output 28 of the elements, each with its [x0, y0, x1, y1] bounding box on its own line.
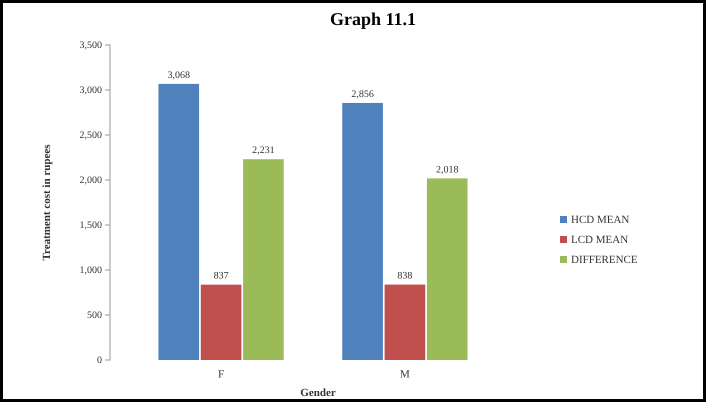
y-tick-label: 2,500: [80, 130, 102, 142]
x-tick-label: M: [400, 368, 410, 380]
y-tick-label: 2,000: [80, 175, 102, 186]
legend-label: HCD MEAN: [571, 214, 630, 226]
y-tick-label: 500: [87, 310, 102, 322]
data-label: 838: [397, 270, 412, 282]
bar: [200, 284, 242, 360]
data-label: 2,856: [351, 88, 374, 100]
y-tick-label: 1,000: [80, 265, 102, 276]
y-tick-label: 0: [97, 355, 102, 366]
bar: [426, 178, 468, 360]
y-tick-label: 3,000: [80, 85, 102, 96]
y-tick-label: 3,500: [80, 40, 102, 52]
x-tick-label: F: [218, 368, 224, 380]
data-label: 837: [214, 270, 229, 282]
legend-label: LCD MEAN: [571, 234, 628, 246]
y-tick-label: 1,500: [80, 220, 102, 232]
bar: [384, 284, 426, 360]
bar: [158, 84, 200, 360]
x-axis-title: Gender: [300, 387, 336, 399]
data-label: 3,068: [168, 70, 190, 81]
chart-title: Graph 11.1: [330, 9, 416, 29]
bar: [243, 159, 284, 360]
legend-label: DIFFERENCE: [571, 254, 638, 266]
y-axis-title: Treatment cost in rupees: [41, 144, 53, 260]
data-label: 2,231: [252, 145, 275, 156]
bar: [342, 102, 383, 360]
data-label: 2,018: [436, 164, 458, 176]
